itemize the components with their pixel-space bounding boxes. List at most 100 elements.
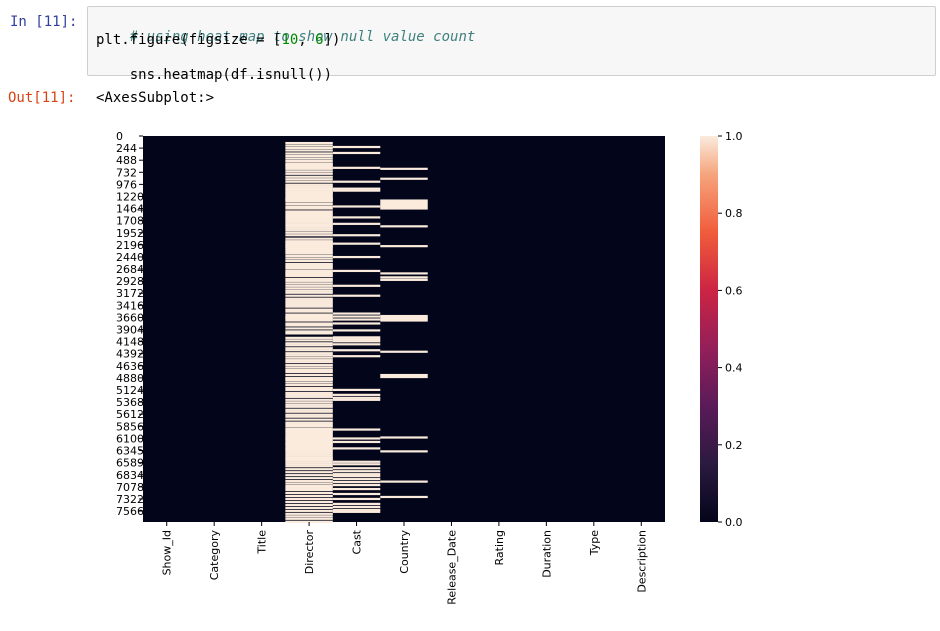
null-cell-director — [285, 146, 333, 150]
null-cell-country — [380, 373, 428, 377]
null-cell-cast — [332, 315, 381, 318]
null-cell-director — [285, 403, 333, 406]
y-tick-label: 6345 — [116, 445, 144, 458]
null-cell-director — [285, 319, 333, 322]
null-cell-director — [285, 251, 333, 254]
y-tick-label: 5368 — [116, 396, 144, 409]
null-cell-director — [285, 477, 333, 480]
null-cell-director — [285, 225, 333, 228]
null-cell-director — [285, 405, 333, 408]
null-cell-director — [285, 259, 333, 263]
colorbar-ticks: 0.0 0.2 0.4 0.6 0.8 1.0 — [718, 130, 743, 529]
null-cell-cast — [332, 497, 381, 501]
null-cell-director — [285, 349, 333, 352]
y-tick-label: 5612 — [116, 408, 144, 421]
null-cell-director — [285, 310, 333, 313]
null-cell-country — [380, 207, 428, 210]
null-cell-cast — [332, 467, 381, 470]
null-cell-cast — [332, 510, 381, 513]
null-cell-director — [285, 274, 333, 277]
null-cell-director — [285, 342, 333, 345]
null-cell-director — [285, 435, 333, 438]
null-cell-cast — [332, 502, 381, 506]
x-tick-label: Rating — [493, 530, 506, 565]
y-tick-label: 976 — [116, 178, 137, 191]
null-cell-cast — [332, 180, 381, 183]
null-cell-country — [380, 495, 428, 499]
null-cell-director — [285, 445, 333, 448]
null-cell-director — [285, 368, 333, 372]
colorbar-tick-label: 0.8 — [725, 207, 743, 220]
null-cell-director — [285, 415, 333, 418]
null-cell-director — [285, 327, 333, 330]
null-cell-director — [285, 301, 333, 304]
null-cell-cast — [332, 312, 381, 315]
null-cell-director — [285, 408, 333, 411]
code-line-comment: # using heat-map to show null value coun… — [96, 13, 476, 61]
null-cell-director — [285, 212, 333, 215]
null-cell-director — [285, 154, 333, 158]
code-line-figure: plt.figure(figsize = [10, 6]) — [96, 32, 340, 48]
y-tick-label: 4880 — [116, 372, 144, 385]
null-cell-director — [285, 500, 333, 504]
null-cell-director — [285, 257, 333, 260]
null-cell-cast — [332, 437, 381, 440]
null-cell-country — [380, 314, 428, 318]
null-cell-director — [285, 421, 333, 424]
x-tick-label: Type — [588, 530, 601, 556]
null-cell-country — [380, 199, 428, 202]
null-cell-director — [285, 305, 333, 308]
null-cell-country — [380, 272, 428, 275]
null-cell-director — [285, 157, 333, 160]
null-cell-cast — [332, 255, 381, 259]
null-cell-director — [285, 482, 333, 485]
null-cell-director — [285, 284, 333, 287]
null-cell-cast — [332, 355, 381, 358]
null-cell-director — [285, 252, 333, 255]
null-cell-director — [285, 484, 333, 488]
code-number-width: 10 — [281, 32, 299, 48]
null-cell-director — [285, 270, 333, 274]
null-cell-director — [285, 229, 333, 232]
null-cell-director — [285, 308, 333, 311]
y-tick-label: 5124 — [116, 384, 144, 397]
null-cell-cast — [332, 336, 381, 339]
null-cell-director — [285, 282, 333, 285]
code-cell-editor[interactable]: # using heat-map to show null value coun… — [87, 6, 936, 83]
null-cell-country — [380, 201, 428, 204]
colorbar — [700, 136, 718, 522]
null-cell-director — [285, 159, 333, 162]
null-cell-country — [380, 167, 428, 170]
y-tick-label: 0 — [116, 130, 123, 143]
null-cell-director — [285, 200, 333, 203]
null-cell-director — [285, 167, 333, 170]
null-cell-director — [285, 210, 333, 213]
y-tick-label: 3904 — [116, 324, 144, 337]
null-cell-director — [285, 352, 333, 355]
null-cell-country — [380, 276, 428, 279]
code-figure-call: plt.figure(figsize = [ — [96, 32, 282, 48]
null-cell-director — [285, 166, 333, 169]
y-tick-label: 2928 — [116, 275, 144, 288]
null-cell-director — [285, 452, 333, 455]
null-cell-cast — [332, 349, 381, 352]
null-cell-director — [285, 249, 333, 252]
null-cell-country — [380, 205, 428, 208]
null-cell-director — [285, 266, 333, 270]
null-cell-director — [285, 410, 333, 413]
null-cell-director — [285, 254, 333, 258]
null-cell-cast — [332, 508, 381, 511]
y-tick-label: 1220 — [116, 190, 144, 203]
null-cell-country — [380, 278, 428, 281]
null-cell-director — [285, 456, 333, 459]
null-cell-director — [285, 474, 333, 477]
null-cell-director — [285, 202, 333, 206]
null-cell-cast — [332, 505, 381, 508]
y-tick-label: 1952 — [116, 227, 144, 240]
null-cell-country — [380, 319, 428, 322]
null-cell-cast — [332, 398, 381, 401]
null-cell-director — [285, 330, 333, 333]
null-cell-director — [285, 322, 333, 325]
null-cell-director — [285, 152, 333, 155]
y-tick-label: 7078 — [116, 481, 144, 494]
